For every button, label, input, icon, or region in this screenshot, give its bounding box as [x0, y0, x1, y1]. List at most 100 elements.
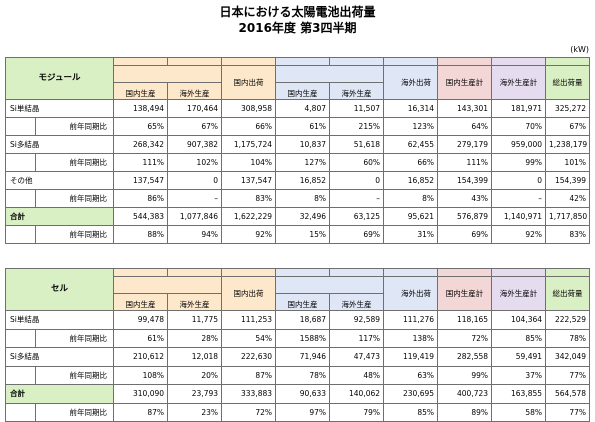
- table-row: 前年同期比 61% 28% 54% 1588% 117% 138% 72% 85% 78%: [5, 328, 591, 348]
- value-cell: 0: [491, 171, 546, 190]
- value-cell: 85%: [491, 328, 547, 348]
- value-cell: 1,622,229: [221, 207, 276, 226]
- header-band-cell: [113, 57, 168, 66]
- value-cell: 99%: [437, 365, 493, 385]
- value-cell: 111,276: [383, 310, 439, 330]
- row-indent: [5, 365, 36, 385]
- value-cell: 163,855: [491, 384, 547, 404]
- value-cell: 37%: [491, 365, 547, 385]
- value-cell: 1,077,846: [167, 207, 222, 226]
- row-label: 前年同期比: [34, 402, 115, 422]
- value-cell: 310,090: [113, 384, 169, 404]
- row-label: 前年同期比: [34, 365, 115, 385]
- header-overseas-prod: 海外生産: [167, 293, 223, 311]
- value-cell: 51,618: [329, 135, 384, 154]
- row-label: その他: [5, 171, 114, 190]
- value-cell: 222,630: [221, 347, 277, 367]
- value-cell: 342,049: [545, 347, 591, 367]
- value-cell: 92%: [491, 225, 546, 244]
- value-cell: 215%: [329, 117, 384, 136]
- value-cell: 16,852: [275, 171, 330, 190]
- value-cell: 544,383: [113, 207, 168, 226]
- value-cell: 94%: [167, 225, 222, 244]
- header-band-cell: [491, 57, 546, 66]
- value-cell: 170,464: [167, 99, 222, 118]
- table-row: 前年同期比 108% 20% 87% 78% 48% 63% 99% 37% 77%: [5, 365, 591, 385]
- value-cell: 16,314: [383, 99, 438, 118]
- table-row: Si単結晶 138,494 170,464 308,958 4,807 11,507 16,…: [5, 99, 590, 118]
- header-band-cell: [221, 57, 276, 66]
- value-cell: 31%: [383, 225, 438, 244]
- row-label: Si多結晶: [4, 347, 115, 367]
- header-export-ship: 海外出荷: [383, 65, 438, 100]
- header-spacer: [275, 65, 384, 83]
- unit-label: (kW): [570, 45, 589, 54]
- value-cell: 59,491: [491, 347, 547, 367]
- value-cell: 72%: [221, 402, 277, 422]
- header-domestic-prod-calc: 国内生産計: [437, 65, 492, 100]
- header-overseas-prod: 海外生産: [329, 82, 384, 100]
- value-cell: 210,612: [113, 347, 169, 367]
- value-cell: 138,494: [113, 99, 168, 118]
- value-cell: –: [329, 189, 384, 208]
- value-cell: 111%: [113, 153, 168, 172]
- value-cell: 99,478: [113, 310, 169, 330]
- header-total-ship: 総出荷量: [545, 65, 590, 100]
- table-row: 前年同期比 111% 102% 104% 127% 60% 66% 111% 99% 101%: [5, 153, 590, 172]
- value-cell: 78%: [545, 328, 591, 348]
- module-table: モジュール 国内出荷 海外出荷 国内生産計 海外生産計 総出荷量 国内生産 海外生産 国内生産海…: [5, 57, 590, 244]
- header-band-cell: [167, 57, 222, 66]
- value-cell: 99%: [491, 153, 546, 172]
- value-cell: 67%: [167, 117, 222, 136]
- header-overseas-prod-calc: 海外生産計: [491, 65, 546, 100]
- value-cell: 143,301: [437, 99, 492, 118]
- value-cell: 0: [329, 171, 384, 190]
- value-cell: 1,175,724: [221, 135, 276, 154]
- value-cell: –: [167, 189, 222, 208]
- header-band-cell: [329, 268, 385, 277]
- value-cell: 70%: [491, 117, 546, 136]
- value-cell: 69%: [437, 225, 492, 244]
- table-row: 前年同期比 86% –83% 8% –8% 43% –42%: [5, 189, 590, 208]
- value-cell: 72%: [437, 328, 493, 348]
- value-cell: 10,837: [275, 135, 330, 154]
- header-domestic-ship: 国内出荷: [221, 65, 276, 100]
- header-overseas-prod: 海外生産: [167, 82, 222, 100]
- value-cell: 308,958: [221, 99, 276, 118]
- row-indent: [5, 153, 36, 172]
- value-cell: 282,558: [437, 347, 493, 367]
- value-cell: 92%: [221, 225, 276, 244]
- header-band-cell: [221, 268, 277, 277]
- value-cell: 1,717,850: [545, 207, 590, 226]
- value-cell: 108%: [113, 365, 169, 385]
- value-cell: 69%: [329, 225, 384, 244]
- value-cell: 95,621: [383, 207, 438, 226]
- value-cell: 18,687: [275, 310, 331, 330]
- page-title: 日本における太陽電池出荷量: [219, 5, 376, 19]
- value-cell: 12,018: [167, 347, 223, 367]
- value-cell: 102%: [167, 153, 222, 172]
- value-cell: 123%: [383, 117, 438, 136]
- table-row: Si単結晶 99,478 11,775 111,253 18,687 92,589 111,…: [4, 310, 591, 330]
- value-cell: 64%: [437, 117, 492, 136]
- header-overseas-prod-calc: 海外生産計: [491, 276, 547, 311]
- section-label: セル: [4, 268, 115, 311]
- header-spacer: [113, 276, 223, 294]
- value-cell: 61%: [113, 328, 169, 348]
- value-cell: 8%: [383, 189, 438, 208]
- value-cell: 77%: [545, 402, 591, 422]
- table-row: 合計 310,090 23,793 333,883 90,633 140,062 230,6…: [4, 384, 591, 404]
- value-cell: 61%: [275, 117, 330, 136]
- value-cell: 119,419: [383, 347, 439, 367]
- value-cell: 90,633: [275, 384, 331, 404]
- header-band-cell: [275, 268, 331, 277]
- value-cell: 63,125: [329, 207, 384, 226]
- value-cell: 28%: [167, 328, 223, 348]
- header-total-ship: 総出荷量: [545, 276, 591, 311]
- header-band-cell: [383, 268, 439, 277]
- value-cell: 83%: [545, 225, 590, 244]
- header-band-cell: [329, 57, 384, 66]
- value-cell: 154,399: [545, 171, 590, 190]
- row-label: 前年同期比: [34, 328, 115, 348]
- header-domestic-prod: 国内生産: [113, 82, 168, 100]
